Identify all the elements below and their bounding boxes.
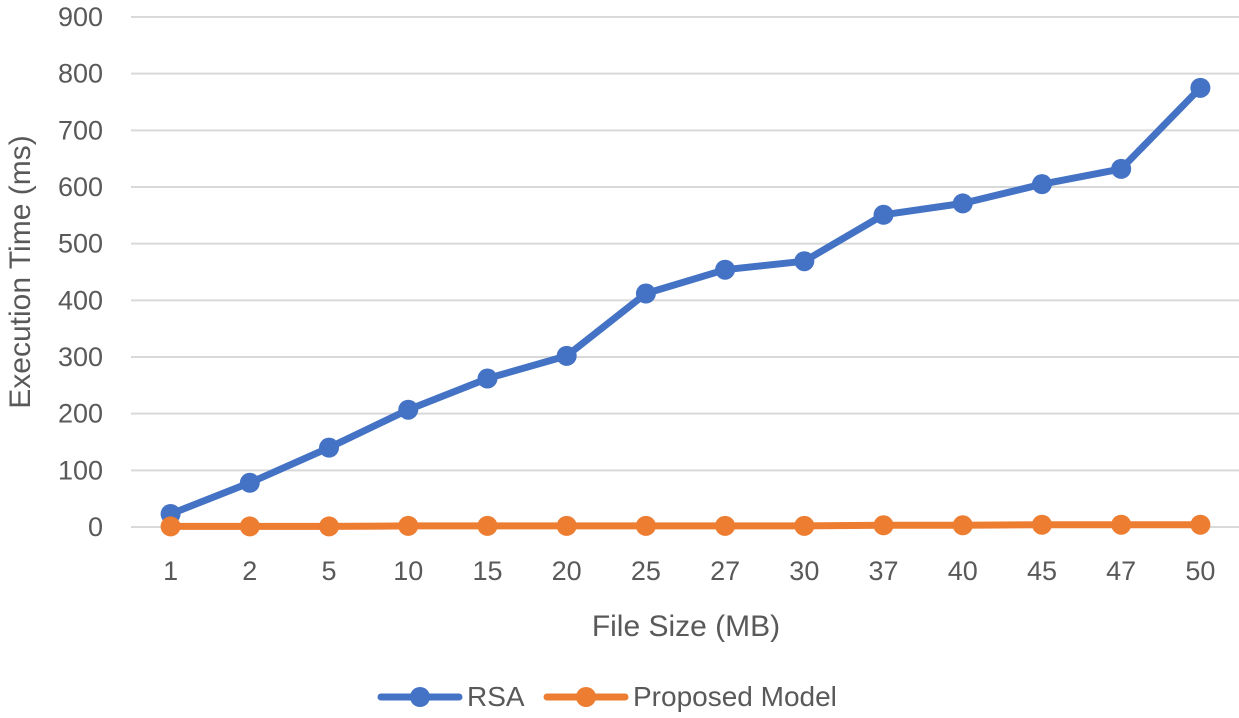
y-tick-label: 100 bbox=[58, 455, 103, 485]
data-point-rsa bbox=[873, 204, 894, 225]
y-tick-label: 0 bbox=[88, 512, 103, 542]
x-tick-label: 27 bbox=[710, 556, 740, 586]
x-tick-label: 45 bbox=[1027, 556, 1057, 586]
x-axis-tick-labels: 1 2 5 10 15 20 25 27 30 37 40 45 47 50 bbox=[163, 556, 1215, 586]
data-point-proposed-model bbox=[239, 516, 260, 537]
data-point-rsa bbox=[1190, 77, 1211, 98]
data-point-proposed-model bbox=[477, 515, 498, 536]
x-tick-label: 47 bbox=[1106, 556, 1136, 586]
data-point-proposed-model bbox=[794, 515, 815, 536]
data-point-proposed-model bbox=[398, 515, 419, 536]
data-point-proposed-model bbox=[873, 515, 894, 536]
data-point-rsa bbox=[794, 251, 815, 272]
y-tick-label: 200 bbox=[58, 399, 103, 429]
x-tick-label: 2 bbox=[242, 556, 257, 586]
series-proposed-model bbox=[160, 514, 1211, 537]
legend-label-proposed-model: Proposed Model bbox=[633, 681, 837, 712]
y-tick-label: 700 bbox=[58, 115, 103, 145]
data-point-proposed-model bbox=[160, 516, 181, 537]
legend-marker-rsa bbox=[410, 687, 430, 707]
x-tick-label: 15 bbox=[472, 556, 502, 586]
y-axis-title: Execution Time (ms) bbox=[4, 135, 37, 408]
data-point-rsa bbox=[556, 345, 577, 366]
x-tick-label: 50 bbox=[1185, 556, 1215, 586]
series-lines bbox=[160, 77, 1211, 537]
data-point-rsa bbox=[715, 259, 736, 280]
y-tick-label: 800 bbox=[58, 59, 103, 89]
data-point-proposed-model bbox=[1111, 514, 1132, 535]
x-tick-label: 25 bbox=[631, 556, 661, 586]
series-line-rsa bbox=[167, 84, 1204, 518]
data-point-rsa bbox=[1031, 174, 1052, 195]
x-tick-label: 30 bbox=[789, 556, 819, 586]
data-point-rsa bbox=[635, 283, 656, 304]
data-point-proposed-model bbox=[556, 515, 577, 536]
legend-label-rsa: RSA bbox=[467, 681, 525, 712]
data-point-proposed-model bbox=[952, 515, 973, 536]
x-tick-label: 20 bbox=[552, 556, 582, 586]
data-point-rsa bbox=[1111, 158, 1132, 179]
legend-item-proposed-model: Proposed Model bbox=[543, 681, 837, 712]
y-tick-label: 900 bbox=[58, 2, 103, 32]
data-point-rsa bbox=[239, 472, 260, 493]
x-tick-label: 1 bbox=[163, 556, 178, 586]
legend-marker-proposed-model bbox=[576, 687, 596, 707]
legend: RSA Proposed Model bbox=[377, 681, 837, 712]
x-tick-label: 10 bbox=[393, 556, 423, 586]
x-tick-label: 5 bbox=[322, 556, 337, 586]
x-tick-label: 37 bbox=[869, 556, 899, 586]
x-tick-label: 40 bbox=[948, 556, 978, 586]
data-point-rsa bbox=[477, 368, 498, 389]
gridlines bbox=[131, 16, 1239, 528]
data-point-rsa bbox=[319, 437, 340, 458]
y-tick-label: 500 bbox=[58, 229, 103, 259]
y-tick-label: 300 bbox=[58, 342, 103, 372]
data-point-proposed-model bbox=[635, 515, 656, 536]
legend-item-rsa: RSA bbox=[377, 681, 525, 712]
data-point-proposed-model bbox=[1031, 514, 1052, 535]
data-point-rsa bbox=[398, 399, 419, 420]
data-point-proposed-model bbox=[715, 515, 736, 536]
data-point-rsa bbox=[952, 193, 973, 214]
y-tick-label: 400 bbox=[58, 285, 103, 315]
x-axis-title: File Size (MB) bbox=[592, 610, 780, 643]
data-point-proposed-model bbox=[1190, 514, 1211, 535]
data-point-proposed-model bbox=[319, 516, 340, 537]
y-axis-tick-labels: 0 100 200 300 400 500 600 700 800 900 bbox=[58, 2, 103, 542]
y-tick-label: 600 bbox=[58, 172, 103, 202]
series-line-proposed-model bbox=[167, 521, 1204, 530]
